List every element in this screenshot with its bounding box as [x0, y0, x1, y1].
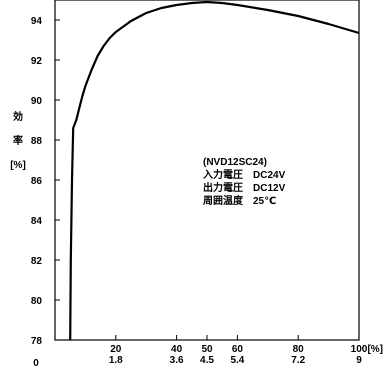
y-tick-label: 84 [31, 216, 43, 227]
x-tick-sublabel: 5.4 [230, 355, 244, 366]
x-tick-label: 20 [110, 344, 122, 355]
x-tick-sublabel: 3.6 [170, 355, 184, 366]
x-tick-sublabel: 4.5 [200, 355, 214, 366]
x-tick-label: 40 [171, 344, 183, 355]
y-tick-label: 86 [31, 176, 43, 187]
x-tick-label: 100 [351, 344, 368, 355]
y-axis-title-line-2: 率 [13, 134, 23, 147]
x-tick-sublabel: 7.2 [291, 355, 305, 366]
x-tick-label: 80 [293, 344, 305, 355]
y-tick-label: 90 [31, 96, 43, 107]
x-tick-label: 60 [232, 344, 244, 355]
annotation-line-1: (NVD12SC24) [203, 157, 267, 168]
annotation-line-3: 出力電圧 DC12V [203, 181, 286, 194]
annotation: (NVD12SC24) 入力電圧 DC24V 出力電圧 DC12V 周囲温度 2… [203, 157, 286, 207]
plot-area: 788082848688909294201.8403.6504.5605.480… [31, 0, 368, 366]
x-origin-label: 0 [33, 358, 39, 369]
series-line [69, 0, 360, 341]
x-axis-unit: [%] [367, 344, 383, 355]
y-tick-label: 80 [31, 296, 43, 307]
y-axis-title-line-1: 効 [13, 110, 23, 123]
y-axis-title-line-3: [%] [10, 160, 26, 171]
y-tick-label: 78 [31, 336, 43, 347]
y-axis-title: 効 率 [%] [10, 110, 26, 171]
x-tick-label: 50 [201, 344, 213, 355]
annotation-line-2: 入力電圧 DC24V [203, 168, 286, 181]
y-tick-label: 92 [31, 56, 43, 67]
x-tick-sublabel: 9 [356, 355, 362, 366]
x-tick-sublabel: 1.8 [109, 355, 123, 366]
y-tick-label: 82 [31, 256, 43, 267]
annotation-line-4: 周囲温度 25℃ [203, 194, 276, 207]
y-tick-label: 94 [31, 16, 43, 27]
y-tick-label: 88 [31, 136, 43, 147]
